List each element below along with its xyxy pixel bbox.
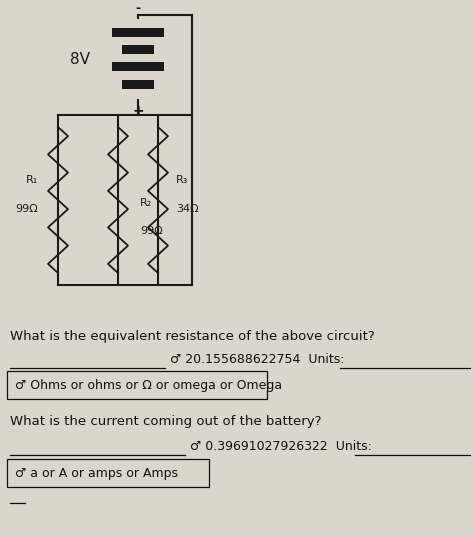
Text: -: - <box>136 2 141 15</box>
Text: +: + <box>132 104 144 118</box>
Bar <box>122 45 154 54</box>
Text: 99Ω: 99Ω <box>15 204 38 214</box>
Text: R₃: R₃ <box>176 175 188 185</box>
Text: 34Ω: 34Ω <box>176 204 199 214</box>
Text: What is the current coming out of the battery?: What is the current coming out of the ba… <box>10 415 321 428</box>
Text: 99Ω: 99Ω <box>140 226 163 236</box>
Bar <box>122 80 154 89</box>
Text: R₂: R₂ <box>140 198 152 208</box>
Text: ♂ Ohms or ohms or Ω or omega or Omega: ♂ Ohms or ohms or Ω or omega or Omega <box>15 379 282 391</box>
Text: 8V: 8V <box>70 52 90 67</box>
Text: ♂ 20.155688622754  Units:: ♂ 20.155688622754 Units: <box>170 353 345 366</box>
Bar <box>112 28 164 37</box>
Text: ♂ 0.39691027926322  Units:: ♂ 0.39691027926322 Units: <box>190 440 372 453</box>
Text: What is the equivalent resistance of the above circuit?: What is the equivalent resistance of the… <box>10 330 375 343</box>
Bar <box>112 62 164 71</box>
Text: R₁: R₁ <box>26 175 38 185</box>
Text: ♂ a or A or amps or Amps: ♂ a or A or amps or Amps <box>15 467 178 480</box>
